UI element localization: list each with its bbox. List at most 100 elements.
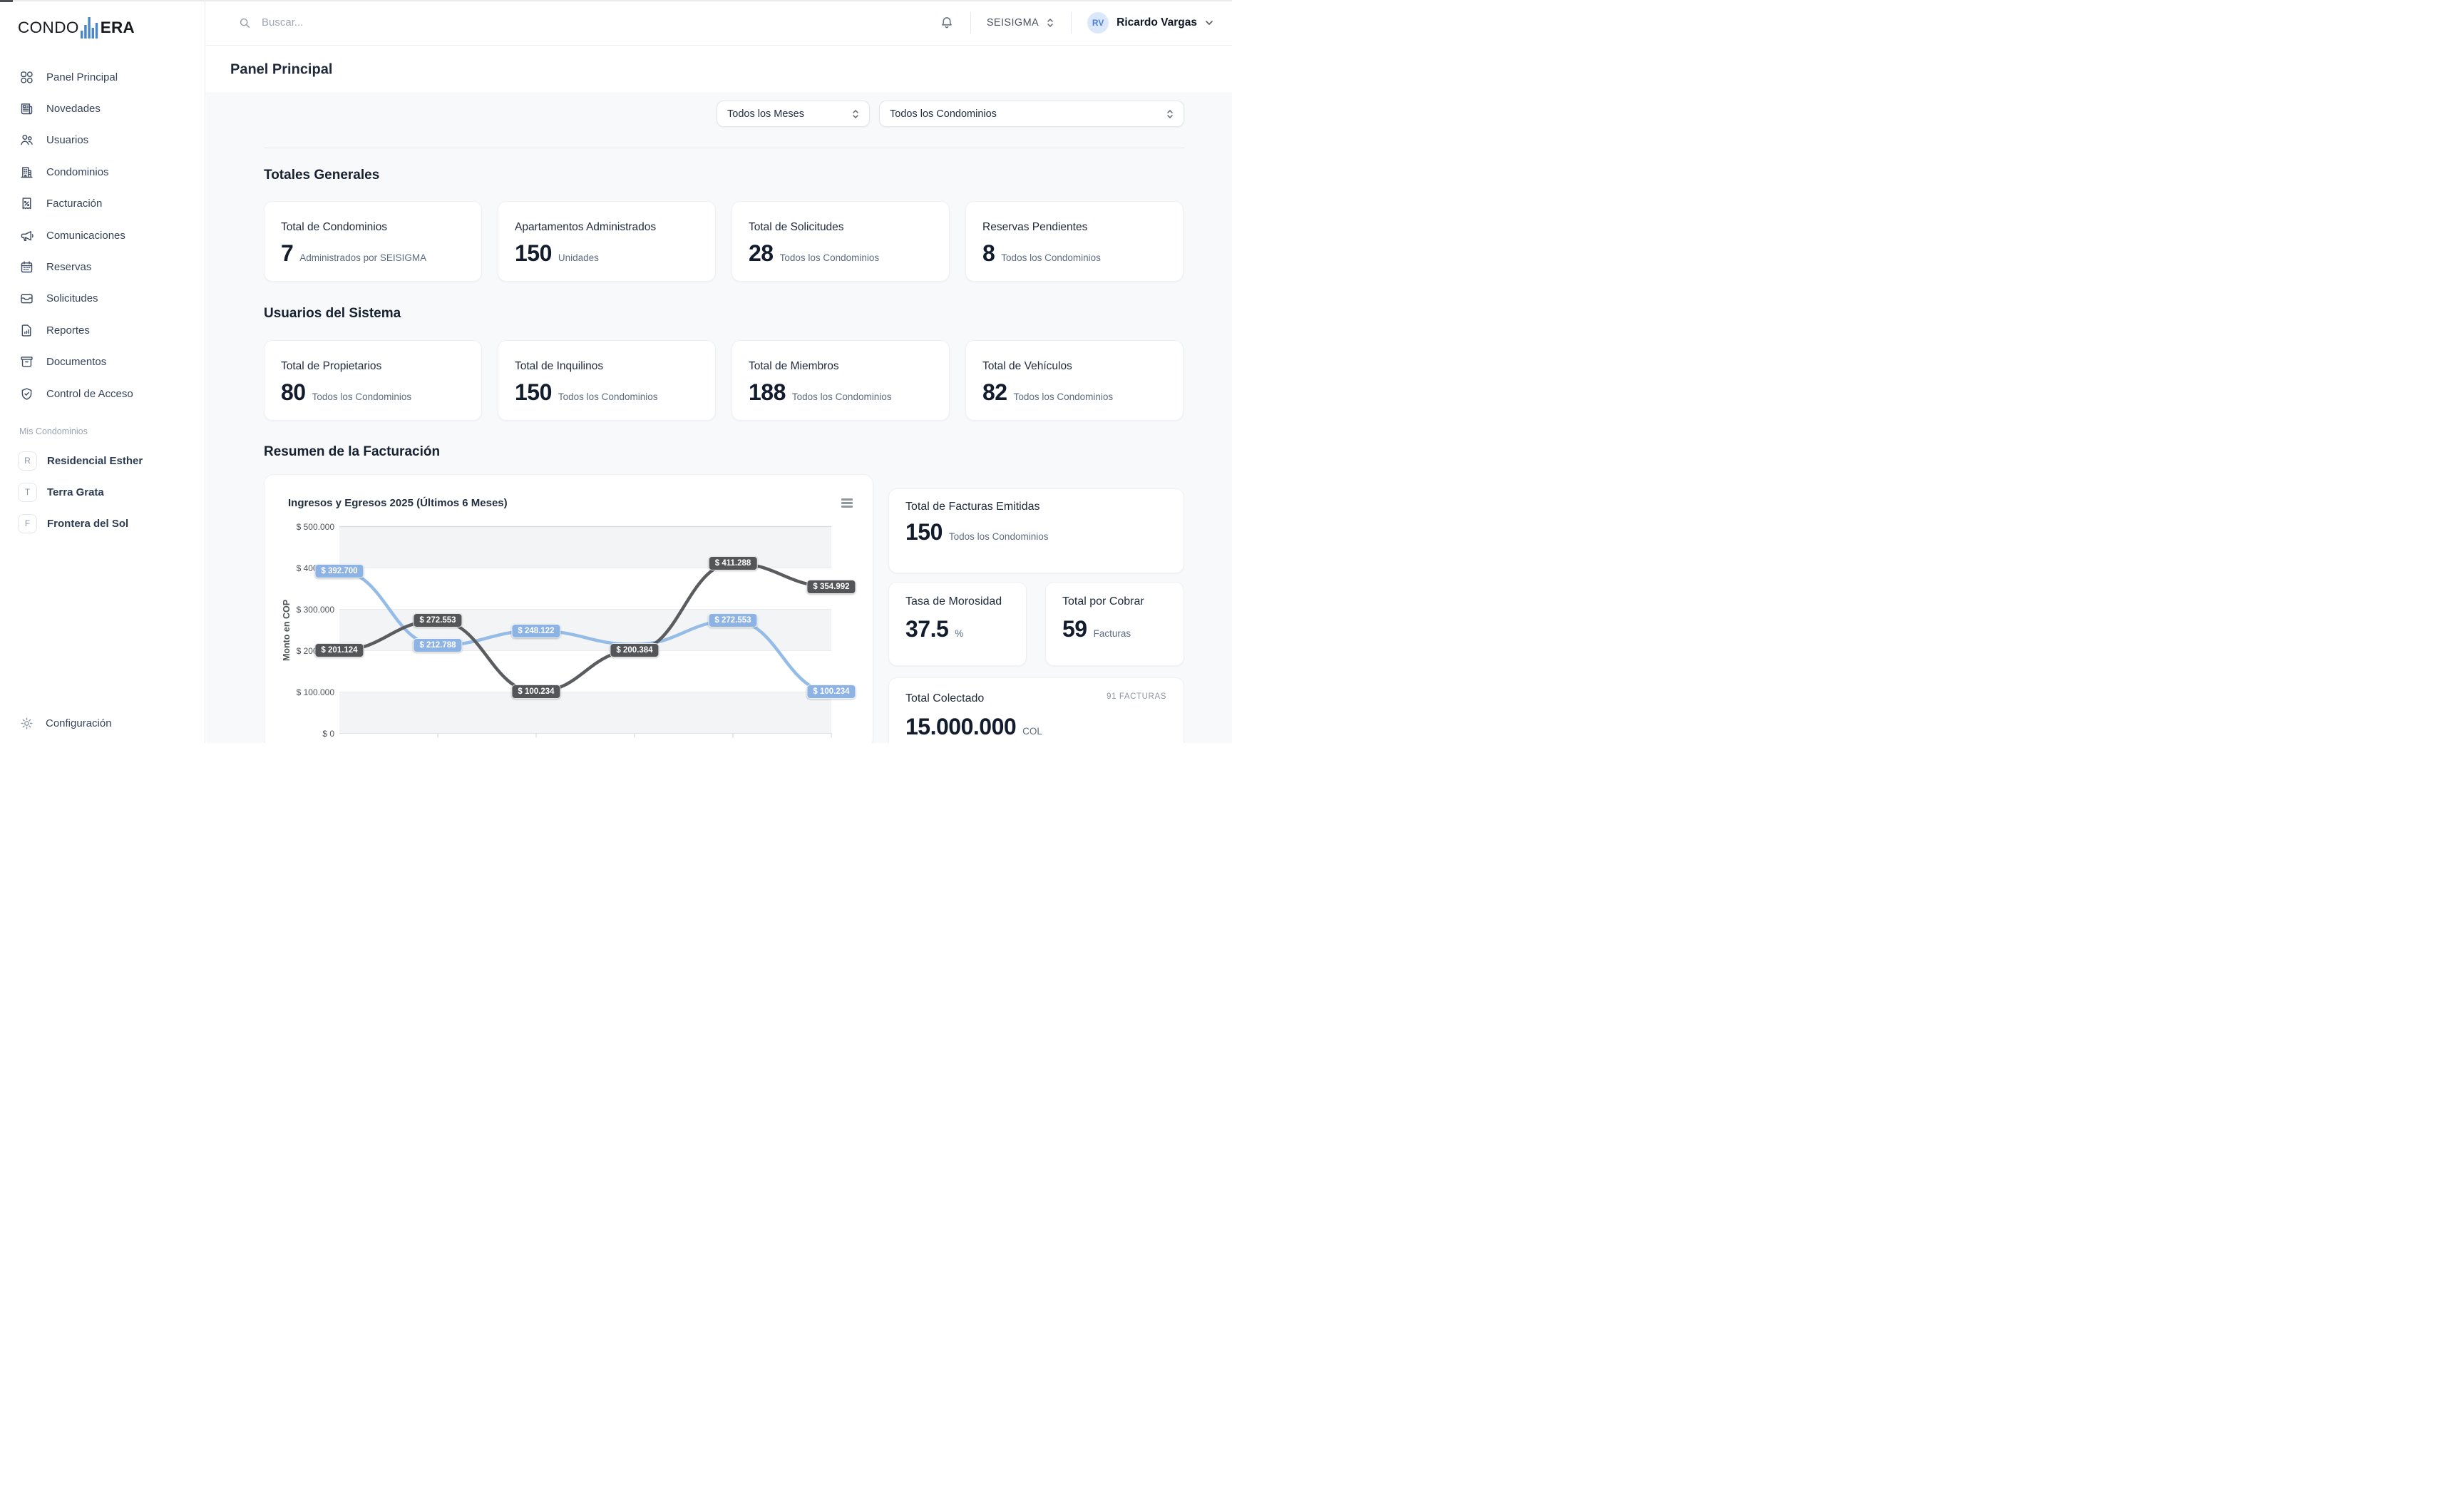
chevron-up-down-icon bbox=[1045, 17, 1055, 29]
main-content: Todos los Meses Todos los Condominios To… bbox=[206, 94, 1232, 743]
card-tasa-morosidad: Tasa de Morosidad 37.5% bbox=[888, 582, 1027, 666]
users-icon bbox=[19, 133, 34, 148]
bell-icon[interactable] bbox=[939, 15, 955, 31]
stat-subtitle: Todos los Condominios bbox=[791, 391, 892, 402]
sidebar-item-reportes[interactable]: Reportes bbox=[0, 314, 205, 346]
sidebar-item-panel-principal[interactable]: Panel Principal bbox=[0, 61, 205, 93]
stat-subtitle: Todos los Condominios bbox=[312, 391, 412, 402]
configuracion-label: Configuración bbox=[46, 717, 112, 729]
condo-initial-chip: T bbox=[18, 482, 37, 502]
chart-menu-icon[interactable] bbox=[841, 498, 853, 508]
sidebar: CONDO ERA Panel Principal Novedades Usuari… bbox=[0, 0, 205, 743]
title-band: Panel Principal bbox=[206, 46, 1232, 93]
chart-data-label: $ 100.234 bbox=[511, 685, 561, 700]
stat-value: 8 bbox=[982, 240, 995, 266]
stat-card-solicitudes: Total de Solicitudes 28 Todos los Condomi… bbox=[732, 201, 950, 282]
topbar: SEISIGMA RV Ricardo Vargas bbox=[206, 0, 1232, 46]
sidebar-item-label: Facturación bbox=[46, 198, 103, 210]
section-heading-usuarios: Usuarios del Sistema bbox=[264, 306, 401, 321]
topbar-separator bbox=[1071, 11, 1072, 34]
card-unit: COL bbox=[1022, 726, 1042, 737]
sidebar-item-facturacion[interactable]: Facturación bbox=[0, 188, 205, 220]
condos-filter-value: Todos los Condominios bbox=[890, 108, 997, 120]
sidebar-item-documentos[interactable]: Documentos bbox=[0, 347, 205, 378]
sidebar-item-comunicaciones[interactable]: Comunicaciones bbox=[0, 220, 205, 251]
stat-value: 188 bbox=[749, 379, 786, 405]
archive-icon bbox=[19, 354, 34, 369]
card-title: Total por Cobrar bbox=[1062, 595, 1144, 608]
condo-initial-chip: R bbox=[18, 451, 37, 471]
card-value: 59 bbox=[1062, 616, 1087, 642]
stat-subtitle: Todos los Condominios bbox=[558, 391, 658, 402]
search-input[interactable] bbox=[262, 16, 561, 29]
calendar-icon bbox=[19, 260, 34, 275]
sidebar-item-label: Panel Principal bbox=[46, 71, 118, 83]
sidebar-condo-terra-grata[interactable]: T Terra Grata bbox=[0, 476, 205, 508]
card-value: 37.5 bbox=[905, 616, 949, 642]
sidebar-condo-residencial-esther[interactable]: R Residencial Esther bbox=[0, 445, 205, 476]
sidebar-item-control-de-acceso[interactable]: Control de Acceso bbox=[0, 378, 205, 409]
window-top-edge-dark bbox=[0, 0, 13, 2]
chart-card: Ingresos y Egresos 2025 (Últimos 6 Meses… bbox=[264, 474, 873, 743]
sidebar-item-configuracion[interactable]: Configuración bbox=[0, 707, 205, 739]
card-value: 150 bbox=[905, 519, 943, 545]
stat-title: Apartamentos Administrados bbox=[515, 221, 657, 233]
chevron-up-down-icon bbox=[851, 108, 861, 120]
chevron-down-icon[interactable] bbox=[1203, 17, 1215, 29]
sidebar-item-label: Novedades bbox=[46, 103, 101, 116]
sidebar-item-label: Solicitudes bbox=[46, 292, 98, 305]
card-unit: % bbox=[955, 628, 964, 639]
y-axis-tick-label: $ 500.000 bbox=[296, 521, 334, 532]
stat-value: 150 bbox=[515, 240, 552, 266]
stat-card-vehiculos: Total de Vehículos 82 Todos los Condomini… bbox=[965, 340, 1184, 421]
logo-bars-icon bbox=[80, 17, 99, 39]
chart-data-label: $ 272.553 bbox=[413, 613, 463, 628]
sidebar-condo-frontera-del-sol[interactable]: F Frontera del Sol bbox=[0, 508, 205, 539]
ingresos-egresos-chart bbox=[337, 526, 833, 738]
sidebar-item-label: Condominios bbox=[46, 165, 109, 178]
sidebar-item-usuarios[interactable]: Usuarios bbox=[0, 125, 205, 156]
sidebar-item-reservas[interactable]: Reservas bbox=[0, 251, 205, 282]
stat-subtitle: Unidades bbox=[558, 252, 599, 263]
months-filter-select[interactable]: Todos los Meses bbox=[717, 101, 870, 127]
stat-card-miembros: Total de Miembros 188 Todos los Condomini… bbox=[732, 340, 950, 421]
topbar-separator bbox=[970, 11, 971, 34]
condo-name: Residencial Esther bbox=[47, 454, 143, 467]
chart-data-label: $ 411.288 bbox=[708, 555, 758, 570]
y-axis-tick-label: $ 300.000 bbox=[296, 604, 334, 615]
shield-icon bbox=[19, 386, 34, 401]
sidebar-item-solicitudes[interactable]: Solicitudes bbox=[0, 283, 205, 314]
company-selector[interactable]: SEISIGMA bbox=[987, 17, 1055, 29]
inbox-icon bbox=[19, 291, 34, 306]
card-total-colectado: 91 FACTURAS Total Colectado 15.000.000 CO… bbox=[888, 677, 1184, 743]
y-axis-title: Monto en COP bbox=[282, 599, 292, 661]
company-name: SEISIGMA bbox=[986, 16, 1040, 29]
stat-subtitle: Administrados por SEISIGMA bbox=[299, 252, 427, 263]
chart-data-label: $ 100.234 bbox=[806, 685, 856, 700]
section-heading-totales: Totales Generales bbox=[264, 168, 380, 183]
logo-text-suffix: ERA bbox=[100, 19, 135, 36]
sidebar-item-label: Comunicaciones bbox=[46, 229, 125, 242]
stat-title: Reservas Pendientes bbox=[982, 221, 1088, 233]
card-facturas-emitidas: Total de Facturas Emitidas 150 Todos los … bbox=[888, 488, 1184, 573]
stat-value: 28 bbox=[749, 240, 774, 266]
condo-name: Frontera del Sol bbox=[47, 517, 129, 530]
chevron-up-down-icon bbox=[1165, 108, 1175, 120]
condos-filter-select[interactable]: Todos los Condominios bbox=[879, 101, 1184, 127]
my-condos-section: Mis Condominios R Residencial Esther T Terr… bbox=[0, 426, 205, 539]
card-title: Total Colectado bbox=[905, 692, 985, 704]
card-title: Total de Facturas Emitidas bbox=[905, 501, 1040, 513]
stat-title: Total de Miembros bbox=[749, 360, 839, 372]
sidebar-item-label: Control de Acceso bbox=[46, 387, 133, 400]
sidebar-item-condominios[interactable]: Condominios bbox=[0, 156, 205, 188]
condo-list: R Residencial Esther T Terra Grata F Frontera… bbox=[0, 445, 205, 539]
stat-card-propietarios: Total de Propietarios 80 Todos los Condom… bbox=[264, 340, 482, 421]
y-axis-tick-label: $ 0 bbox=[322, 728, 334, 739]
stat-subtitle: Todos los Condominios bbox=[779, 252, 880, 263]
chart-data-label: $ 201.124 bbox=[314, 642, 364, 657]
card-title: Tasa de Morosidad bbox=[905, 595, 1002, 608]
sidebar-item-novedades[interactable]: Novedades bbox=[0, 93, 205, 124]
search-icon bbox=[237, 16, 252, 30]
user-avatar[interactable]: RV bbox=[1087, 11, 1109, 34]
stat-title: Total de Propietarios bbox=[281, 360, 382, 372]
